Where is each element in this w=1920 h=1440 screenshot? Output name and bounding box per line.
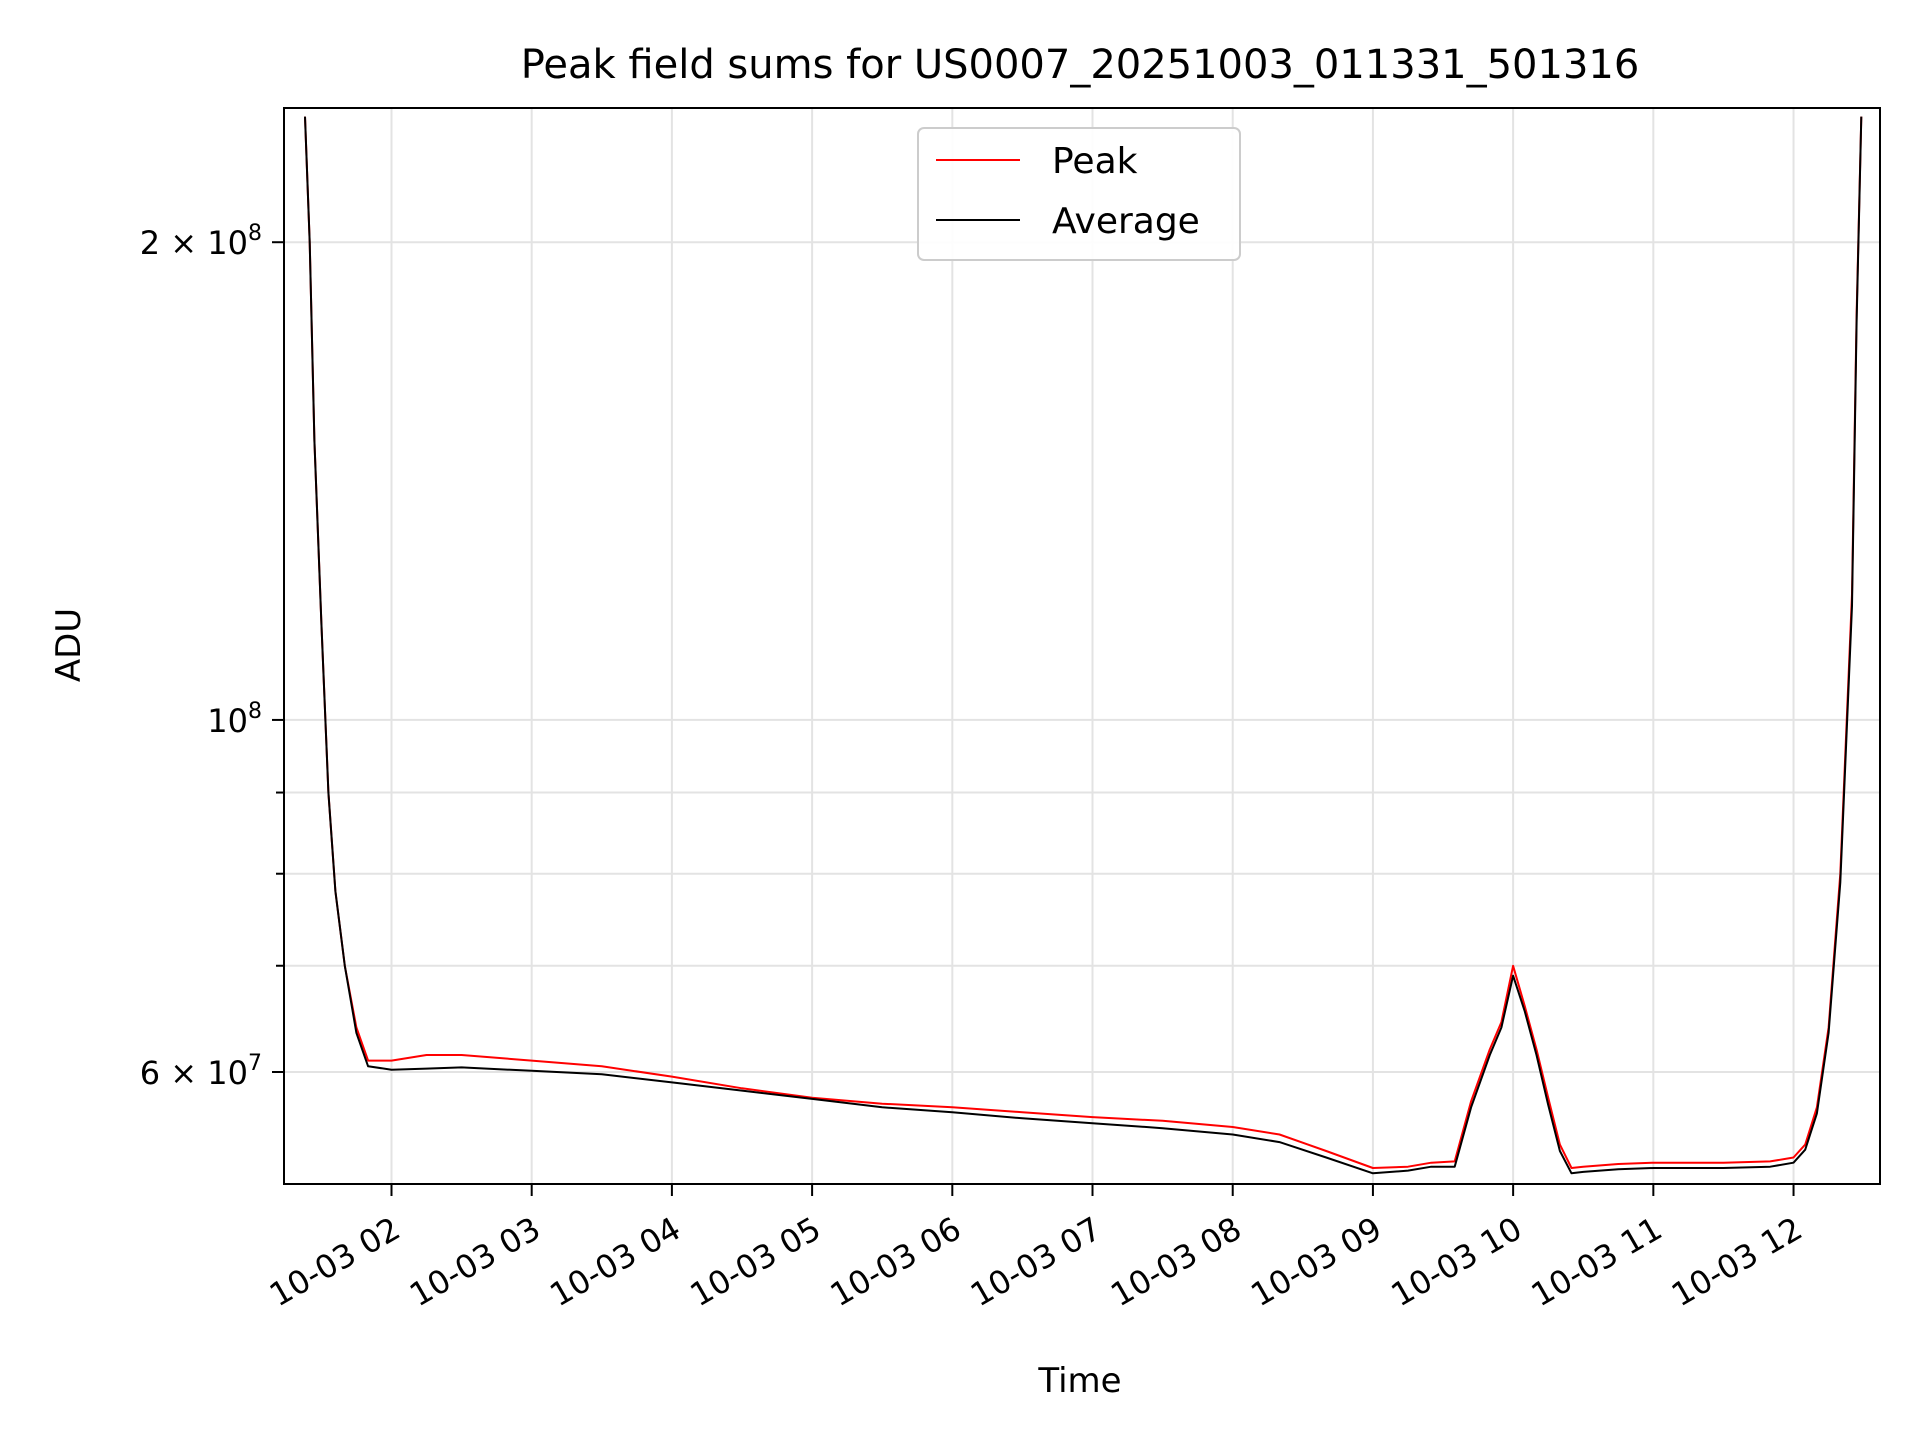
y-tick-label: 6 × 107 — [140, 1051, 262, 1092]
y-tick-label: 2 × 108 — [140, 221, 262, 262]
x-axis-label: Time — [1037, 1361, 1121, 1401]
legend: Peak Average — [917, 127, 1241, 261]
legend-average-label: Average — [1052, 201, 1200, 242]
chart-title: Peak field sums for US0007_20251003_0113… — [521, 42, 1640, 88]
y-axis-label: ADU — [49, 608, 89, 682]
plot-frame — [283, 107, 1881, 1185]
series-line-peak — [304, 116, 1863, 1169]
y-tick-label: 108 — [207, 699, 262, 740]
series-line-average — [304, 116, 1863, 1175]
series-group — [304, 116, 1863, 1175]
legend-peak-label: Peak — [1052, 141, 1138, 182]
